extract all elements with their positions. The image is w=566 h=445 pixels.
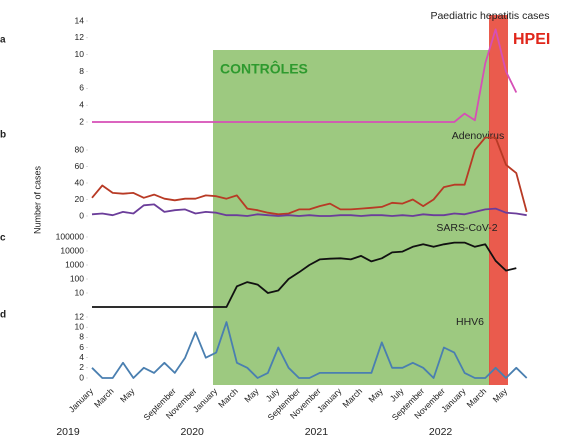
panel-title: HHV6 (456, 316, 484, 328)
x-tick-label: May (242, 385, 261, 404)
year-label: 2021 (305, 426, 329, 438)
y-tick-label: 6 (79, 83, 84, 93)
x-tick-label: March (465, 386, 489, 410)
y-axis-label: Number of cases (32, 165, 42, 234)
series-line (92, 28, 518, 123)
y-tick-label: 12 (75, 32, 85, 42)
y-tick-label: 0 (79, 372, 84, 382)
y-tick-label: 12 (75, 311, 85, 321)
series-line (91, 203, 527, 217)
x-tick-label: March (216, 386, 240, 410)
y-tick-label: 40 (75, 177, 85, 187)
controls-label: CONTRÔLES (220, 60, 308, 77)
y-tick-label: 2 (79, 362, 84, 372)
hpei-region (489, 15, 508, 385)
y-tick-label: 80 (75, 144, 85, 154)
series-line (91, 321, 528, 379)
x-tick-label: May (118, 385, 137, 404)
y-tick-label: 20 (75, 194, 85, 204)
y-tick-label: 8 (79, 332, 84, 342)
y-tick-label: 10 (75, 321, 85, 331)
year-label: 2022 (429, 426, 453, 438)
y-tick-label: 1000 (65, 259, 84, 269)
controls-region (213, 50, 490, 385)
panel-letter: c (0, 233, 6, 244)
year-label: 2020 (181, 426, 205, 438)
panel-title: Adenovirus (452, 130, 505, 142)
year-label: 2019 (56, 426, 80, 438)
y-tick-label: 8 (79, 66, 84, 76)
y-tick-label: 4 (79, 99, 84, 109)
y-tick-label: 0 (79, 210, 84, 220)
panel-title: Paediatric hepatitis cases (430, 10, 549, 22)
panel-letter: b (0, 130, 6, 141)
y-tick-label: 4 (79, 352, 84, 362)
y-tick-label: 10000 (60, 245, 84, 255)
series-line (91, 136, 528, 216)
y-tick-label: 2 (79, 116, 84, 126)
x-tick-label: May (491, 385, 510, 404)
panel-letter: d (0, 310, 6, 321)
y-tick-label: 100000 (56, 231, 85, 241)
panel-letter: a (0, 35, 6, 46)
x-tick-label: May (366, 385, 385, 404)
y-tick-label: 60 (75, 161, 85, 171)
y-tick-label: 100 (70, 273, 84, 283)
y-tick-label: 10 (75, 49, 85, 59)
x-tick-label: March (92, 386, 116, 410)
y-tick-label: 14 (75, 15, 85, 25)
x-tick-label: March (340, 386, 364, 410)
panel-title: SARS-CoV-2 (436, 222, 497, 234)
hpei-label: HPEI (513, 31, 550, 48)
y-tick-label: 6 (79, 342, 84, 352)
x-tick-label: January (67, 385, 96, 414)
y-tick-label: 10 (75, 287, 85, 297)
series-line (92, 241, 517, 308)
